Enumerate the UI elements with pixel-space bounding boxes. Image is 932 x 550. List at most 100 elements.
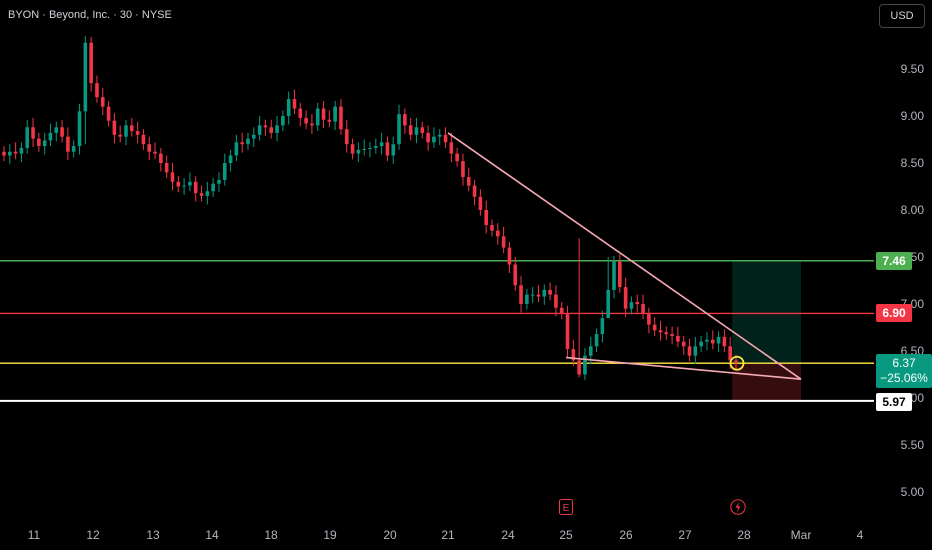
candle-body <box>722 336 727 347</box>
candle-body <box>350 144 355 154</box>
candle-body <box>188 181 192 186</box>
candle-body <box>60 127 64 137</box>
candle-body <box>664 332 669 335</box>
candle-body <box>147 144 152 152</box>
candle-body <box>710 339 715 344</box>
candle-body <box>461 161 465 178</box>
candle-body <box>222 163 227 180</box>
candle-body <box>496 230 500 237</box>
currency-button[interactable]: USD <box>879 4 925 28</box>
candle-body <box>618 261 622 288</box>
candle-body <box>327 119 332 122</box>
candle-body <box>182 185 186 187</box>
candle-body <box>693 346 698 356</box>
candle-body <box>670 334 674 336</box>
candle-body <box>536 294 541 297</box>
price-tick: 9.00 <box>900 109 924 123</box>
candle-body <box>77 111 82 147</box>
candle-body <box>629 302 634 309</box>
time-tick: 20 <box>383 528 397 542</box>
candle-body <box>699 341 703 347</box>
candle-body <box>246 138 250 145</box>
candle-body <box>37 138 41 147</box>
candle-body <box>170 172 175 182</box>
candle-body <box>368 147 372 149</box>
time-tick: 24 <box>501 528 515 542</box>
candle-body <box>315 108 320 126</box>
candle-body <box>2 151 6 156</box>
candle-body <box>298 108 303 118</box>
candle-body <box>333 106 337 122</box>
candle-body <box>594 334 599 347</box>
candle-body <box>606 289 610 319</box>
candle-body <box>374 146 378 148</box>
candle-body <box>130 125 134 132</box>
candle-body <box>153 151 157 154</box>
trendline-upper <box>447 132 802 380</box>
candle-body <box>193 181 198 194</box>
candle-body <box>135 131 140 135</box>
candle-body <box>281 116 285 126</box>
candle-body <box>681 341 686 347</box>
candle-body <box>141 134 146 145</box>
candle-body <box>397 114 401 145</box>
candle-body <box>205 191 210 196</box>
candle-body <box>705 339 709 342</box>
price-label-5-97: 5.97 <box>876 392 912 411</box>
current-price-label: 6.37 −25.06% <box>876 354 932 389</box>
candle-body <box>8 151 12 156</box>
candle-body <box>54 127 59 133</box>
time-tick: 14 <box>205 528 219 542</box>
time-tick: 28 <box>737 528 751 542</box>
candle-body <box>385 142 390 156</box>
time-tick: 4 <box>856 528 864 542</box>
candle-body <box>635 302 640 304</box>
candle-body <box>252 134 256 139</box>
candle-body <box>164 163 169 173</box>
candle-body <box>240 142 244 145</box>
candle-body <box>25 127 30 148</box>
dividend-flash-icon[interactable] <box>730 499 746 515</box>
candle-body <box>379 142 384 147</box>
candle-body <box>577 360 581 375</box>
last-price-highlight <box>729 355 745 371</box>
candle-body <box>112 120 117 135</box>
symbol-title[interactable]: BYON · Beyond, Inc. · 30 · NYSE <box>8 9 172 21</box>
time-tick: Mar <box>790 528 812 542</box>
candle-body <box>362 148 366 150</box>
price-tick: 5.50 <box>900 438 924 452</box>
candle-body <box>734 360 738 364</box>
candle-body <box>588 346 593 356</box>
candle-body <box>269 127 274 133</box>
price-label-7-46: 7.46 <box>876 251 912 270</box>
candle-body <box>286 99 291 116</box>
position-loss-zone <box>732 363 801 401</box>
candle-body <box>716 336 721 344</box>
candle-body <box>420 127 425 133</box>
candle-body <box>106 106 111 121</box>
candle-body <box>199 193 204 196</box>
candle-body <box>124 125 128 137</box>
time-tick: 11 <box>27 528 41 542</box>
candle-body <box>513 264 518 286</box>
candle-body <box>647 313 651 325</box>
trendline-lower <box>565 356 802 380</box>
time-tick: 25 <box>559 528 573 542</box>
candle-body <box>234 142 239 156</box>
candle-body <box>95 83 99 98</box>
price-tick: 9.50 <box>900 62 924 76</box>
candle-body <box>48 132 53 141</box>
candle-body <box>403 114 407 126</box>
candle-body <box>507 247 512 265</box>
candle-body <box>519 285 523 304</box>
candle-body <box>600 318 605 335</box>
candle-body <box>83 42 88 112</box>
time-tick: 26 <box>619 528 633 542</box>
candle-body <box>310 123 314 126</box>
candle-body <box>42 140 47 147</box>
earnings-icon[interactable]: E <box>558 499 574 515</box>
time-tick: 13 <box>146 528 160 542</box>
candle-body <box>71 146 76 152</box>
